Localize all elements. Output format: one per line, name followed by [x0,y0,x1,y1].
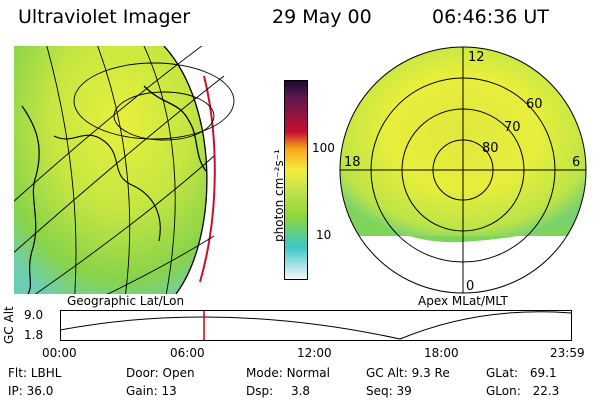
timeline-frame [60,310,572,341]
ip-value: 36.0 [26,384,54,398]
mlt-label-12: 12 [468,50,485,65]
terminator-line [199,75,216,283]
gain-value: 13 [161,384,177,398]
seq-info: Seq: 39 [366,384,412,398]
polar-caption: Apex MLat/MLT [418,294,508,308]
mlat-label-70: 70 [504,120,521,135]
time-label: 06:46:36 UT [432,6,549,28]
mlt-label-18: 18 [344,155,361,170]
glon-info: GLon: 22.3 [486,384,560,398]
coastline-north [143,85,207,172]
filter-value: LBHL [30,366,62,380]
gain-info: Gain: 13 [126,384,177,398]
coastline-west [21,105,40,294]
coastline-central [53,134,161,242]
dsp-value: 3.8 [290,384,311,398]
timeline-plot [60,310,572,341]
timeline-xtick-1800: 18:00 [424,346,459,360]
filter-info: Flt: LBHL [8,366,62,380]
polar-image-panel: 12 18 6 0 60 70 80 [339,46,587,294]
mlt-label-0: 0 [466,279,474,294]
timeline-axis-label: GC Alt [2,306,16,344]
mode-info: Mode: Normal [246,366,330,380]
mlat-label-80: 80 [482,141,499,156]
geo-emission-area [14,46,207,294]
glat-value: 69.1 [529,366,557,380]
colorbar-tick-100: 100 [312,141,335,155]
timeline-xtick-0600: 06:00 [170,346,205,360]
glat-info: GLat: 69.1 [486,366,557,380]
timeline-ytick-max: 9.0 [24,308,44,322]
timeline-xtick-2359: 23:59 [550,346,585,360]
door-info: Door: Open [126,366,195,380]
instrument-title: Ultraviolet Imager [18,6,191,28]
geographic-image-panel [14,46,235,294]
seq-value: 39 [396,384,412,398]
timeline-xtick-1200: 12:00 [297,346,332,360]
ip-info: IP: 36.0 [8,384,54,398]
mode-value: Normal [286,366,330,380]
door-value: Open [162,366,195,380]
altitude-curve [60,311,572,340]
mlt-label-6: 6 [572,155,580,170]
colorbar [284,80,308,280]
gcalt-info: GC Alt: 9.3 Re [366,366,450,380]
timeline-xtick-0000: 00:00 [42,346,77,360]
mlat-label-60: 60 [526,97,543,112]
colorbar-tick-10: 10 [316,228,332,242]
timeline-ytick-min: 1.8 [24,328,44,342]
glon-value: 22.3 [532,384,560,398]
geographic-caption: Geographic Lat/Lon [67,294,185,308]
lat-lon-grid [14,46,235,294]
polar-grid [339,46,587,294]
colorbar-unit-label: photon cm⁻²s⁻¹ [272,149,286,242]
date-label: 29 May 00 [272,6,372,28]
earth-limb [163,46,208,294]
dsp-info: Dsp: 3.8 [246,384,311,398]
gcalt-value: 9.3 Re [411,366,450,380]
